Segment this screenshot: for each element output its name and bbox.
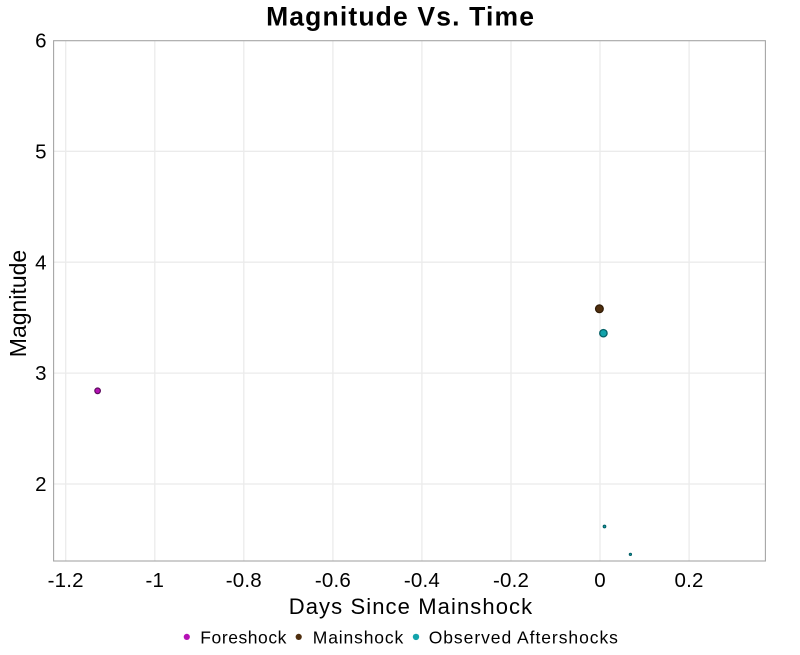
svg-text:Magnitude Vs. Time: Magnitude Vs. Time <box>266 2 535 32</box>
svg-text:0: 0 <box>594 569 606 592</box>
svg-text:-0.8: -0.8 <box>226 569 262 592</box>
svg-text:Days Since Mainshock: Days Since Mainshock <box>289 594 534 619</box>
svg-text:-1: -1 <box>145 569 164 592</box>
svg-text:2: 2 <box>35 473 46 496</box>
svg-text:4: 4 <box>35 251 46 274</box>
svg-text:-1.2: -1.2 <box>48 569 84 592</box>
svg-text:Magnitude: Magnitude <box>5 250 31 357</box>
svg-text:3: 3 <box>35 362 46 385</box>
svg-text:Mainshock: Mainshock <box>313 627 404 647</box>
svg-text:Observed Aftershocks: Observed Aftershocks <box>429 627 619 647</box>
svg-text:-0.6: -0.6 <box>315 569 351 592</box>
svg-text:0.2: 0.2 <box>675 569 704 592</box>
svg-text:5: 5 <box>35 140 46 163</box>
svg-text:-0.2: -0.2 <box>493 569 529 592</box>
svg-text:Foreshock: Foreshock <box>200 627 287 647</box>
svg-text:6: 6 <box>35 30 46 53</box>
svg-text:-0.4: -0.4 <box>404 569 440 592</box>
